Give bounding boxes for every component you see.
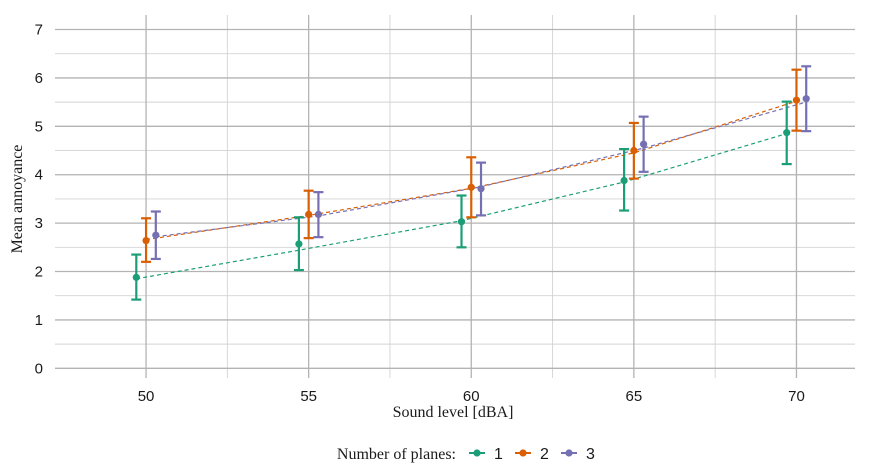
y-tick-label: 6 [35,70,43,87]
y-tick-label: 7 [35,22,43,39]
data-point [783,129,791,137]
y-tick-label: 5 [35,118,43,135]
data-point [792,96,801,104]
legend-label: 1 [494,446,503,463]
y-tick-label: 1 [35,312,43,329]
x-tick-label: 50 [138,388,155,405]
grid-major [55,15,855,378]
grid-minor [55,15,855,378]
data-point [620,176,628,185]
data-point [314,210,323,219]
y-tick-label: 3 [35,215,43,232]
data-point [640,140,648,148]
x-tick-label: 60 [463,388,480,405]
x-tick-labels: 50 55 60 65 70 [138,388,805,405]
data-point [802,95,810,103]
legend-key-marker [565,449,573,457]
legend-label: 3 [586,446,595,463]
data-point [152,231,160,239]
legend-label: 2 [540,446,549,463]
legend-key-marker [519,449,527,457]
x-tick-label: 65 [626,388,643,405]
data-point [457,218,466,226]
y-tick-label: 4 [35,167,43,184]
data-point [630,146,638,155]
y-tick-label: 2 [35,264,43,281]
legend-key-marker [473,449,481,457]
legend-title: Number of planes: [337,446,456,463]
data-point [305,210,313,219]
data-point [142,236,150,245]
x-tick-label: 70 [788,388,805,405]
y-tick-labels: 0 1 2 3 4 5 6 7 [35,22,43,378]
data-point [295,240,303,248]
legend-keys: 1 2 3 [469,446,595,463]
x-tick-label: 55 [300,388,317,405]
data-points [132,95,810,281]
data-point [477,185,485,193]
x-axis-title: Sound level [dBA] [393,404,514,421]
data-point [132,273,140,281]
y-axis-title: Mean annoyance [9,145,26,254]
legend: Number of planes: 1 2 3 [337,446,595,463]
data-point [467,183,475,191]
y-tick-label: 0 [35,360,43,377]
